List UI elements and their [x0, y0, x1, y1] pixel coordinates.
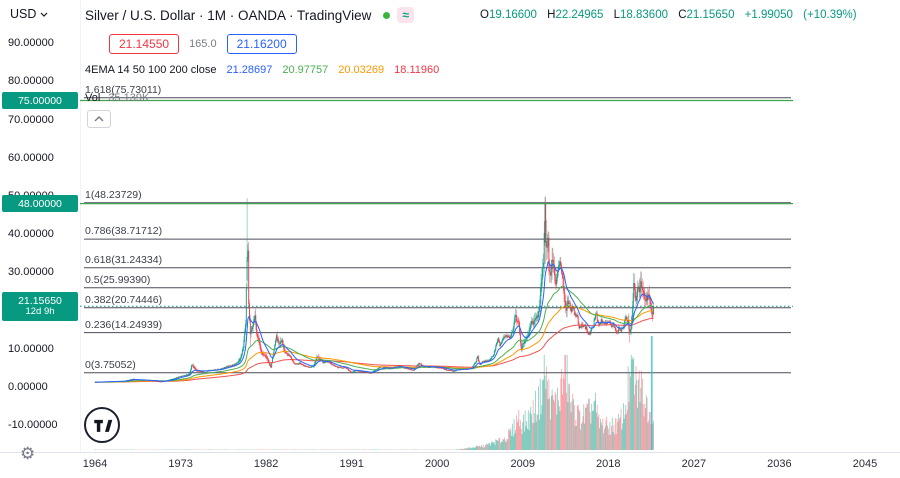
ema-value-100: 20.03269: [338, 64, 385, 76]
symbol-title[interactable]: Silver / U.S. Dollar · 1M · OANDA · Trad…: [85, 7, 372, 23]
time-axis-label: 2000: [424, 458, 450, 470]
trade-buttons-row: 21.14550 165.0 21.16200: [109, 34, 297, 54]
ema-value-200: 18.11960: [394, 64, 440, 76]
time-axis-label: 1973: [168, 458, 193, 470]
close-label: C: [678, 9, 687, 21]
fib-retracement-lines[interactable]: [84, 97, 791, 374]
price-axis-label: 30.00000: [8, 266, 54, 279]
price-axis-label: 60.00000: [8, 151, 54, 164]
time-axis-label: 2036: [767, 458, 792, 470]
sell-button[interactable]: 21.14550: [109, 34, 180, 54]
high-label: H: [547, 9, 556, 21]
chevron-down-icon: [40, 12, 48, 17]
current-price: 21.15650: [18, 294, 62, 307]
time-axis-label: 2045: [852, 458, 878, 470]
high-value: 22.24965: [555, 9, 604, 21]
currency-label: USD: [10, 7, 37, 21]
price-axis-label: 0.00000: [8, 381, 48, 393]
price-axis-label: 70.00000: [8, 113, 54, 126]
price-axis-label: 40.00000: [8, 228, 54, 241]
close-value: 21.15650: [686, 9, 735, 21]
ema-lines: [94, 260, 654, 383]
change-percent: (+10.39%): [803, 9, 857, 21]
time-axis-label: 1982: [253, 458, 279, 470]
time-axis-label: 1964: [82, 458, 108, 470]
low-label: L: [613, 9, 621, 21]
price-axis-label: 90.00000: [8, 37, 54, 50]
time-axis-label: 2009: [510, 458, 536, 470]
buy-button[interactable]: 21.16200: [226, 34, 297, 54]
settings-gear-icon[interactable]: ⚙: [20, 444, 36, 463]
price-level-badge[interactable]: 48.00000: [2, 195, 78, 213]
spread-value: 165.0: [189, 38, 217, 50]
tradingview-logo-icon: [94, 419, 113, 432]
ema-indicator-label[interactable]: 4EMA 14 50 100 200 close: [85, 64, 217, 76]
tradingview-logo[interactable]: [84, 407, 120, 443]
approx-badge-icon[interactable]: ≈: [397, 7, 414, 23]
price-axis-label: 10.00000: [8, 342, 54, 355]
chart-legend: Silver / U.S. Dollar · 1M · OANDA · Trad…: [85, 7, 890, 137]
chevron-up-icon: [94, 116, 104, 122]
horizontal-level-lines[interactable]: [80, 99, 793, 205]
volume-label[interactable]: Vol: [85, 92, 101, 104]
low-value: 18.83600: [620, 9, 668, 21]
ohlc-values: O19.16600 H22.24965 L18.83600 C21.15650 …: [480, 9, 857, 21]
ema-legend-row: 4EMA 14 50 100 200 close 21.28697 20.977…: [85, 64, 439, 76]
bar-countdown: 12d 9h: [25, 305, 55, 317]
time-axis-label: 1991: [339, 458, 364, 470]
volume-bars: [94, 355, 654, 450]
volume-legend-row: Vol 35.139K: [85, 92, 149, 104]
open-value: 19.16600: [488, 9, 537, 21]
current-price-badge: 21.15650 12d 9h: [2, 291, 78, 321]
open-label: O: [480, 9, 489, 21]
time-axis-label: 2018: [596, 458, 621, 470]
market-status-icon: [383, 11, 391, 19]
price-axis-label: -10.00000: [8, 419, 58, 432]
ema-value-14: 21.28697: [226, 64, 273, 76]
time-axis-label: 2027: [681, 458, 707, 470]
volume-value: 35.139K: [108, 92, 150, 104]
change-value: +1.99050: [744, 9, 793, 21]
price-axis-label: 80.00000: [8, 75, 54, 88]
currency-selector[interactable]: USD: [10, 7, 49, 21]
price-level-badge[interactable]: 75.00000: [2, 92, 78, 109]
legend-main-row: Silver / U.S. Dollar · 1M · OANDA · Trad…: [85, 7, 414, 23]
ema-value-50: 20.97757: [282, 64, 329, 76]
time-axis[interactable]: 1964 1973 1982 1991 2000 2009 2018 2027 2036 2045: [0, 456, 900, 478]
legend-collapse-button[interactable]: [87, 110, 111, 128]
